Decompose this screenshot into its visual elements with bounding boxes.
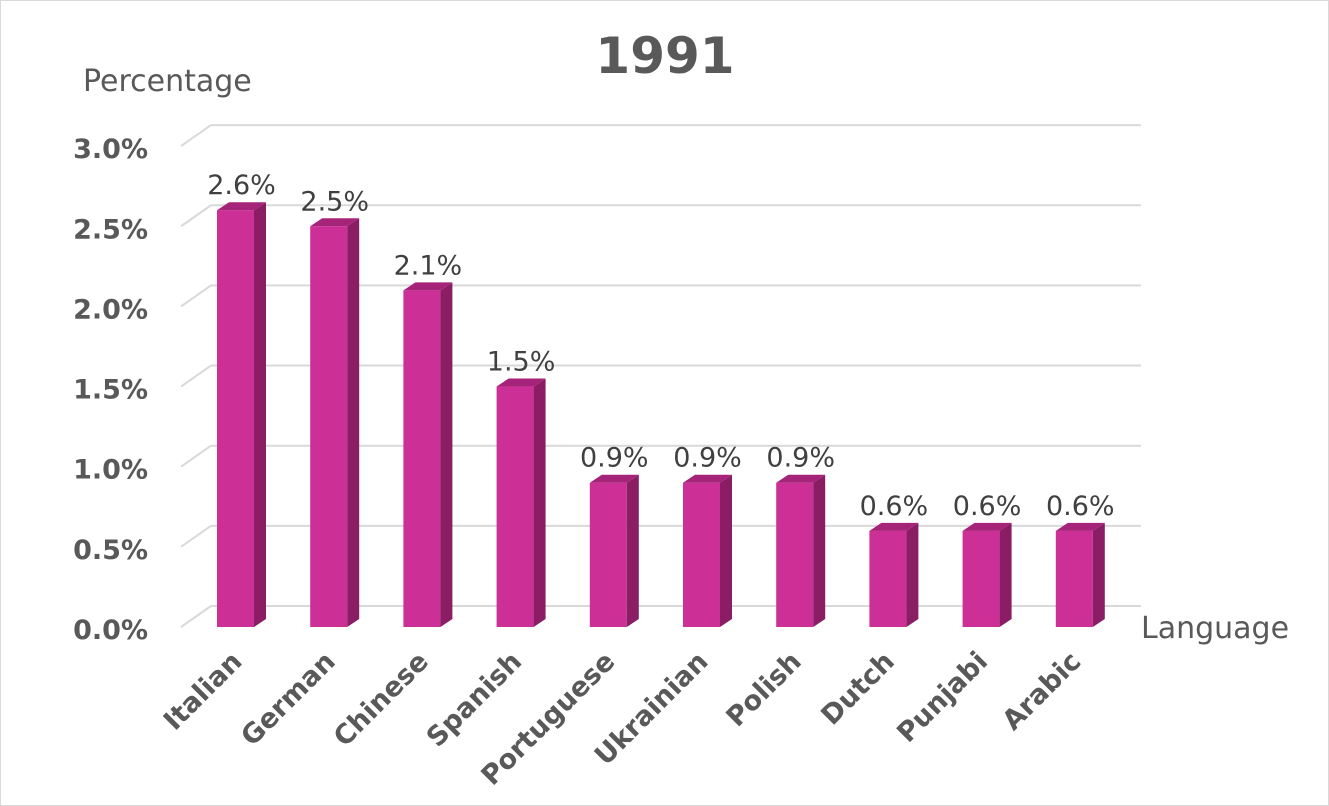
data-labels: 2.6% 2.5% 2.1% 1.5% 0.9% 0.9% 0.9% 0.6% 0.6% 0.6% bbox=[207, 170, 1114, 522]
y-tick-label: 1.0% bbox=[73, 455, 148, 486]
data-label: 0.9% bbox=[673, 443, 742, 474]
y-tick-label: 0.0% bbox=[73, 615, 148, 646]
category-label: Italian bbox=[158, 646, 249, 737]
data-label: 2.5% bbox=[300, 186, 369, 217]
bar bbox=[589, 474, 639, 627]
y-axis-ticks: 0.0% 0.5% 1.0% 1.5% 2.0% 2.5% 3.0% bbox=[73, 134, 148, 646]
bar bbox=[403, 282, 453, 627]
bar bbox=[1055, 522, 1105, 627]
gridline bbox=[180, 204, 1141, 228]
bar bbox=[496, 378, 546, 627]
category-label: Arabic bbox=[997, 646, 1088, 737]
bar bbox=[869, 522, 919, 627]
gridline bbox=[180, 124, 1141, 147]
y-tick-label: 0.5% bbox=[73, 535, 148, 566]
gridline bbox=[180, 364, 1141, 388]
data-label: 0.9% bbox=[766, 443, 835, 474]
chart-title: 1991 bbox=[595, 27, 734, 85]
data-label: 0.6% bbox=[953, 491, 1022, 522]
y-axis-title: Percentage bbox=[83, 64, 252, 99]
bar bbox=[217, 202, 266, 627]
bar bbox=[962, 522, 1012, 627]
gridline bbox=[180, 284, 1141, 308]
gridlines bbox=[180, 124, 1141, 628]
bar bbox=[683, 474, 732, 627]
data-label: 0.6% bbox=[1046, 491, 1115, 522]
y-tick-label: 2.5% bbox=[73, 214, 148, 245]
data-label: 1.5% bbox=[487, 347, 556, 378]
gridline bbox=[180, 444, 1141, 468]
y-tick-label: 3.0% bbox=[73, 134, 148, 165]
category-label: Dutch bbox=[815, 646, 900, 731]
category-label: Punjabi bbox=[891, 646, 994, 749]
category-label: Polish bbox=[721, 646, 808, 733]
bar bbox=[776, 474, 826, 627]
category-label: Chinese bbox=[328, 646, 435, 753]
y-tick-label: 1.5% bbox=[73, 375, 148, 406]
data-label: 2.6% bbox=[207, 170, 276, 201]
data-label: 0.6% bbox=[860, 491, 929, 522]
bars bbox=[217, 202, 1105, 627]
category-label: German bbox=[235, 646, 341, 752]
data-label: 2.1% bbox=[394, 250, 463, 281]
x-axis-categories: ItalianGermanChineseSpanishPortugueseUkr… bbox=[158, 646, 1087, 792]
x-axis-title: Language bbox=[1141, 611, 1289, 646]
data-label: 0.9% bbox=[580, 443, 649, 474]
bar bbox=[310, 218, 360, 627]
y-tick-label: 2.0% bbox=[73, 294, 148, 325]
